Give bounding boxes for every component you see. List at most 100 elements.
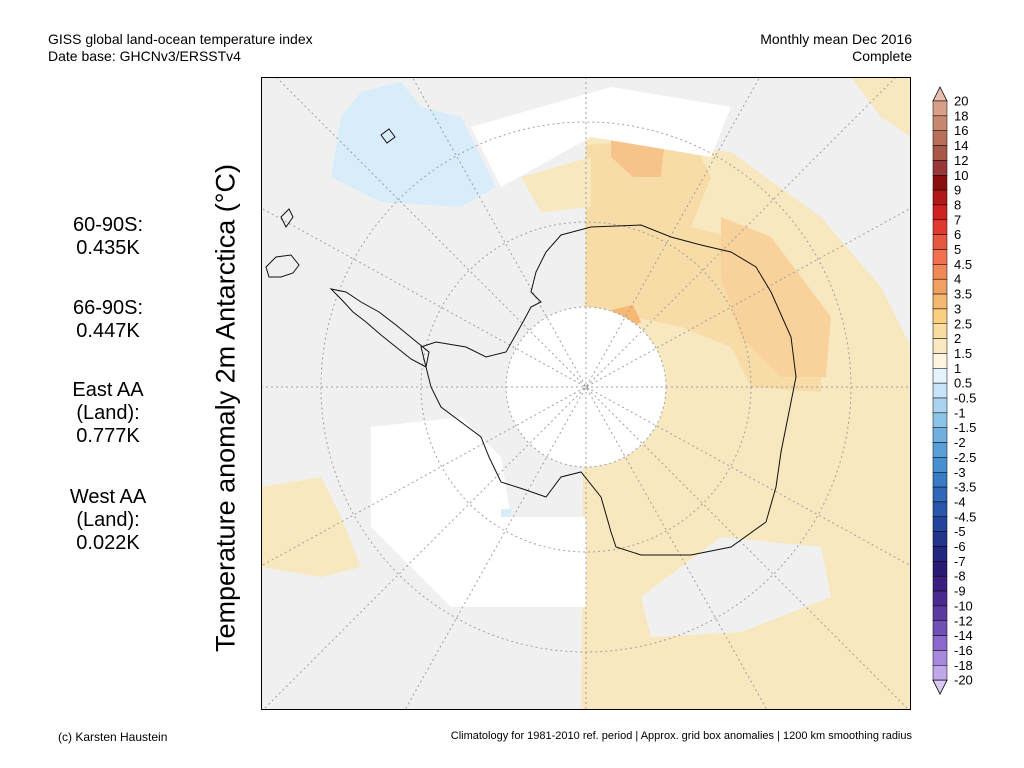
- colorbar-tick-label: 1: [954, 361, 961, 376]
- colorbar-swatch: [932, 561, 948, 577]
- colorbar-tick-label: -3.5: [954, 480, 976, 495]
- colorbar-swatch: [932, 442, 948, 458]
- colorbar-tick-label: -3: [954, 465, 966, 480]
- colorbar-swatch: [932, 531, 948, 547]
- neutral-region-southeast: [641, 537, 831, 637]
- graticule: [261, 77, 911, 710]
- colorbar-swatches: [932, 86, 948, 696]
- colorbar-tick-label: -20: [954, 673, 973, 688]
- colorbar-tick-label: 10: [954, 168, 968, 183]
- colorbar-swatch: [932, 189, 948, 206]
- colorbar-tick-label: 0.5: [954, 376, 972, 391]
- colorbar-swatch: [932, 501, 948, 518]
- colorbar-tick-label: 4.5: [954, 257, 972, 272]
- colorbar-swatch: [932, 486, 948, 503]
- island-coastline: [380, 128, 396, 144]
- colorbar-tick-label: -8: [954, 569, 966, 584]
- stat-60-90s: 60-90S: 0.435K: [62, 214, 154, 260]
- colorbar-swatch: [932, 368, 948, 384]
- colorbar-tick-label: 7: [954, 212, 961, 227]
- colorbar-tick-label: 16: [954, 123, 968, 138]
- cold-anomaly-spot: [501, 509, 511, 517]
- meridian: [261, 207, 911, 567]
- colorbar-swatch: [932, 130, 948, 146]
- colorbar-tick-label: 2.5: [954, 316, 972, 331]
- colorbar-swatch: [932, 308, 948, 324]
- stat-value: 0.435K: [76, 237, 140, 259]
- colorbar-swatch: [932, 234, 948, 250]
- colorbar-swatch: [932, 293, 948, 310]
- header-status: Complete: [852, 48, 912, 64]
- colorbar-tick-label: 12: [954, 153, 968, 168]
- colorbar-swatch: [932, 145, 948, 161]
- colorbar-swatch: [932, 472, 948, 488]
- cold-anomaly-region-northwest: [331, 82, 496, 207]
- colorbar-tick-label: -5: [954, 524, 966, 539]
- colorbar-swatch: [932, 457, 948, 473]
- stat-label: East AA: [72, 379, 144, 401]
- antarctica-anomaly-map: [261, 77, 911, 710]
- colorbar-tick-label: 20: [954, 94, 968, 109]
- colorbar-swatch: [932, 605, 948, 622]
- footer-notes: Climatology for 1981-2010 ref. period | …: [450, 730, 912, 742]
- colorbar-swatch: [932, 590, 948, 607]
- colorbar-extend-min: [932, 679, 948, 696]
- colorbar-swatch: [932, 382, 948, 399]
- colorbar-swatch: [932, 650, 948, 666]
- anomaly-region-warm-2: [721, 217, 831, 377]
- colorbar-tick-label: -2.5: [954, 450, 976, 465]
- colorbar-swatch: [932, 115, 948, 131]
- colorbar-swatch: [932, 338, 948, 354]
- colorbar-tick-label: 5: [954, 242, 961, 257]
- colorbar-swatch: [932, 635, 948, 651]
- colorbar-swatch: [932, 427, 948, 443]
- map-frame: [261, 77, 911, 710]
- colorbar-tick-label: 18: [954, 108, 968, 123]
- island-coastline: [280, 208, 294, 228]
- colorbar-swatch: [932, 546, 948, 562]
- colorbar-tick-label: -4.5: [954, 509, 976, 524]
- meridian: [404, 77, 761, 710]
- header-title: GISS global land-ocean temperature index: [48, 31, 313, 47]
- colorbar-labels: 201816141210987654.543.532.521.510.5-0.5…: [954, 94, 976, 688]
- stat-value: 0.777K: [76, 425, 140, 447]
- y-axis-label: Temperature anomaly 2m Antarctica (°C): [210, 164, 241, 652]
- stat-east-aa: East AA (Land): 0.777K: [62, 379, 154, 448]
- colorbar-swatch: [932, 323, 948, 339]
- colorbar-swatch: [932, 175, 948, 191]
- colorbar-tick-label: 6: [954, 227, 961, 242]
- antarctica-coastline: [420, 224, 797, 556]
- colorbar-swatch: [932, 665, 948, 681]
- colorbar-tick-label: -12: [954, 613, 973, 628]
- colorbar-swatch: [932, 397, 948, 414]
- stat-label-sub: (Land):: [76, 402, 140, 424]
- stat-west-aa: West AA (Land): 0.022K: [62, 486, 154, 555]
- colorbar-tick-label: -16: [954, 643, 973, 658]
- colorbar-tick-label: -7: [954, 554, 966, 569]
- header-database: Date base: GHCNv3/ERSSTv4: [48, 48, 241, 64]
- colorbar-tick-label: -6: [954, 539, 966, 554]
- colorbar-tick-label: -14: [954, 628, 973, 643]
- meridian: [261, 207, 911, 567]
- colorbar-swatch: [932, 412, 948, 428]
- colorbar-tick-label: -4: [954, 494, 966, 509]
- meridian: [411, 77, 768, 710]
- colorbar-swatch: [932, 204, 948, 221]
- colorbar-swatch: [932, 353, 948, 369]
- stat-value: 0.447K: [76, 320, 140, 342]
- anomaly-region-west: [521, 157, 591, 212]
- colorbar-tick-label: -18: [954, 658, 973, 673]
- colorbar-tick-label: 3: [954, 301, 961, 316]
- colorbar-tick-label: 8: [954, 197, 961, 212]
- colorbar-tick-label: -1: [954, 405, 966, 420]
- colorbar-swatch: [932, 160, 948, 176]
- colorbar-swatch: [932, 516, 948, 532]
- colorbar-extend-max: [932, 86, 948, 102]
- colorbar-tick-label: -2: [954, 435, 966, 450]
- colorbar-swatch: [932, 249, 948, 265]
- south-america-coastline: [265, 254, 300, 278]
- stat-label: 60-90S:: [72, 214, 144, 236]
- antarctic-peninsula-coastline: [329, 288, 430, 368]
- colorbar-tick-label: 4: [954, 272, 961, 287]
- stat-label: West AA: [69, 486, 147, 508]
